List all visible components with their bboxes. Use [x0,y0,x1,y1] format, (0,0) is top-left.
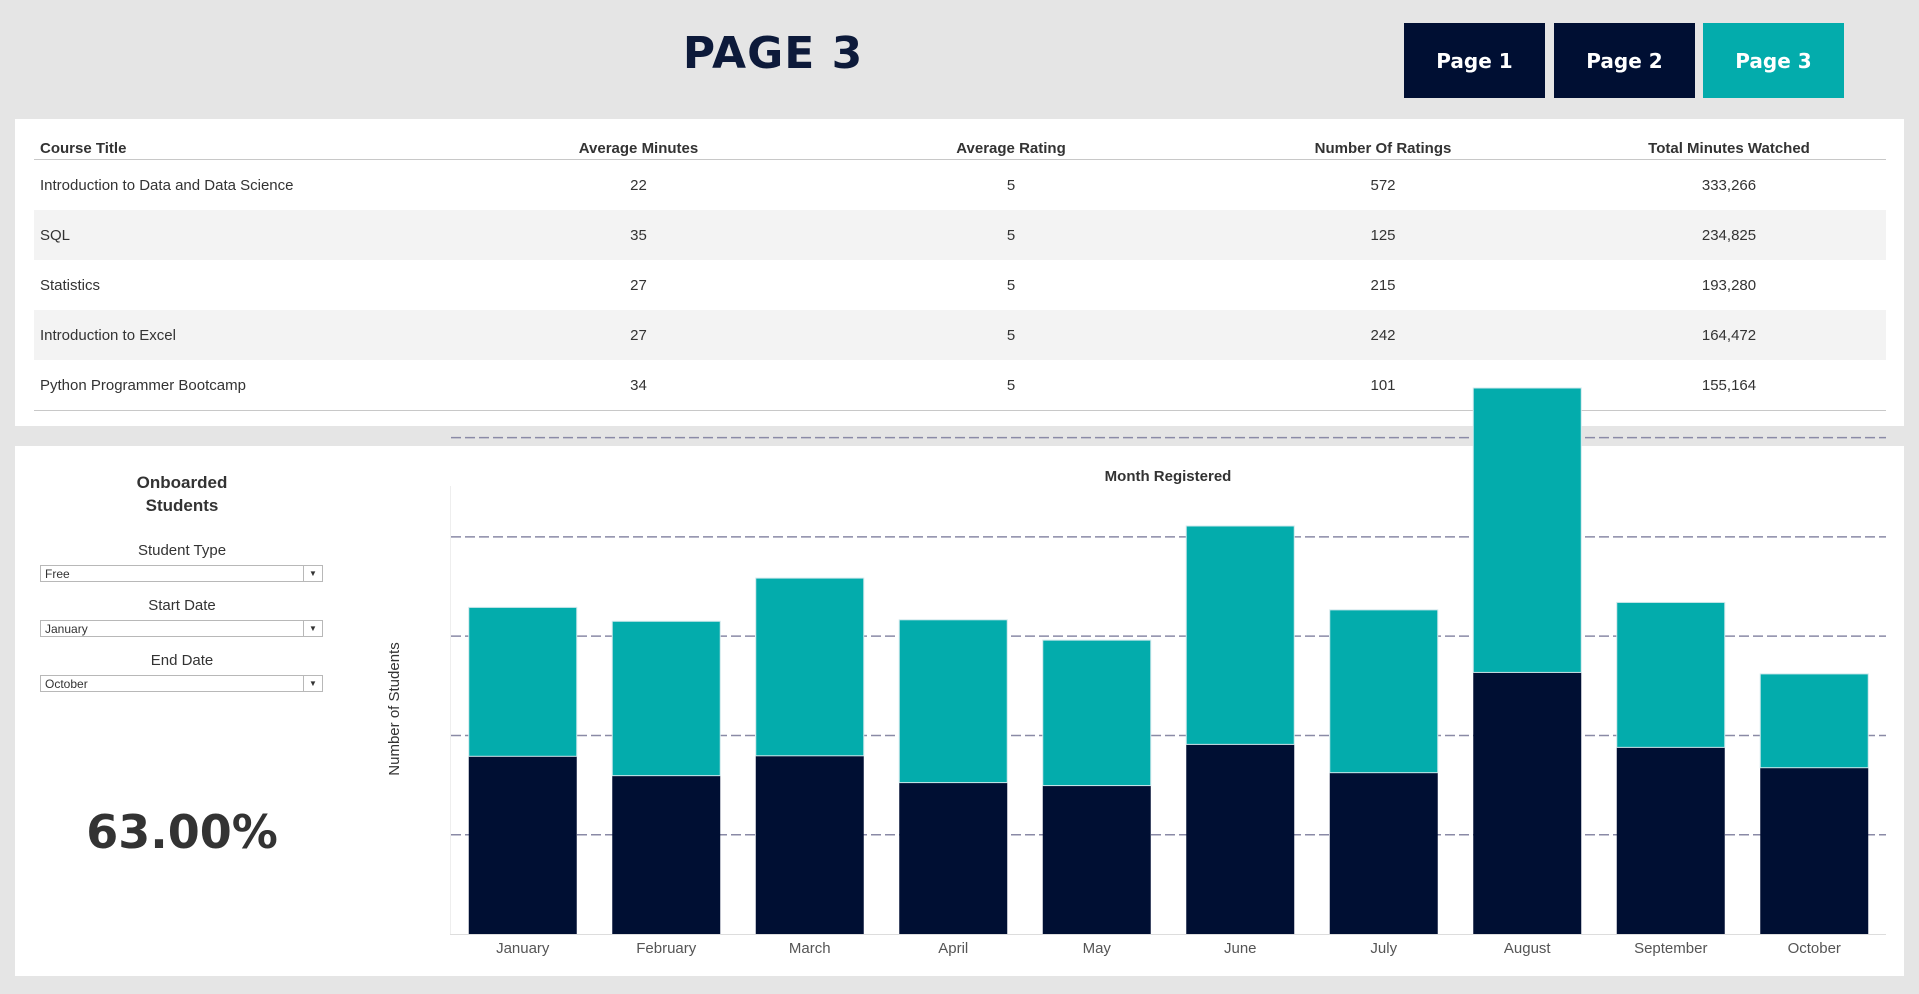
table-cell: Introduction to Data and Data Science [40,176,294,194]
table-cell: 572 [1370,176,1396,194]
start-date-value: January [45,622,88,636]
table-cell: Introduction to Excel [34,310,449,360]
table-cell: 5 [1006,176,1016,194]
chevron-down-icon[interactable]: ▼ [303,621,322,636]
nav-page-1-button[interactable]: Page 1 [1404,23,1545,98]
start-date-dropdown[interactable]: January ▼ [40,620,323,637]
table-cell: 242 [1194,310,1566,360]
table-row[interactable]: Statistics 27 5 215 193,280 [34,260,1886,310]
student-type-dropdown[interactable]: Free ▼ [40,565,323,582]
end-date-value: October [45,677,88,691]
table-cell: 5 [822,210,1194,260]
chevron-down-icon[interactable]: ▼ [303,676,322,691]
start-date-label: Start Date [148,597,216,614]
chart-panel [15,446,1904,976]
column-header[interactable]: Course Title [34,137,449,160]
table-cell: 5 [822,310,1194,360]
course-table: Course Title Average Minutes Average Rat… [34,137,1886,411]
table-cell: 125 [1194,210,1566,260]
table-cell: 27 [449,310,822,360]
table-cell: 234,825 [1566,210,1886,260]
end-date-dropdown[interactable]: October ▼ [40,675,323,692]
table-cell: 215 [1370,276,1396,294]
column-header[interactable]: Average Minutes [449,137,822,160]
table-cell: 5 [822,360,1194,411]
page-title: PAGE 3 [682,28,864,79]
table-cell: 333,266 [1701,176,1757,194]
student-type-label: Student Type [137,542,227,559]
end-date-label: End Date [150,652,214,669]
nav-page-3-button[interactable]: Page 3 [1703,23,1844,98]
table-cell: 34 [449,360,822,411]
filter-panel-title: Onboarded Students [136,473,228,515]
table-cell: 101 [1194,360,1566,411]
column-header[interactable]: Total Minutes Watched [1566,137,1886,160]
table-cell: 35 [449,210,822,260]
table-cell: 27 [630,276,647,294]
student-type-value: Free [45,567,70,581]
column-header[interactable]: Average Rating [822,137,1194,160]
table-cell: Statistics [40,276,101,294]
table-cell: SQL [34,210,449,260]
kpi-percentage: 63.00% [86,805,278,859]
table-row[interactable]: Python Programmer Bootcamp 34 5 101 155,… [34,360,1886,411]
table-header-row: Course Title Average Minutes Average Rat… [34,137,1886,160]
table-cell: Python Programmer Bootcamp [34,360,449,411]
column-header[interactable]: Number Of Ratings [1194,137,1566,160]
table-row[interactable]: SQL 35 5 125 234,825 [34,210,1886,260]
table-cell: 193,280 [1701,276,1757,294]
table-cell: 5 [1006,276,1016,294]
table-cell: 164,472 [1566,310,1886,360]
chevron-down-icon[interactable]: ▼ [303,566,322,581]
nav-page-2-button[interactable]: Page 2 [1554,23,1695,98]
table-row[interactable]: Introduction to Excel 27 5 242 164,472 [34,310,1886,360]
table-row[interactable]: Introduction to Data and Data Science 22… [34,160,1886,211]
table-cell: 22 [630,176,647,194]
table-cell: 155,164 [1566,360,1886,411]
